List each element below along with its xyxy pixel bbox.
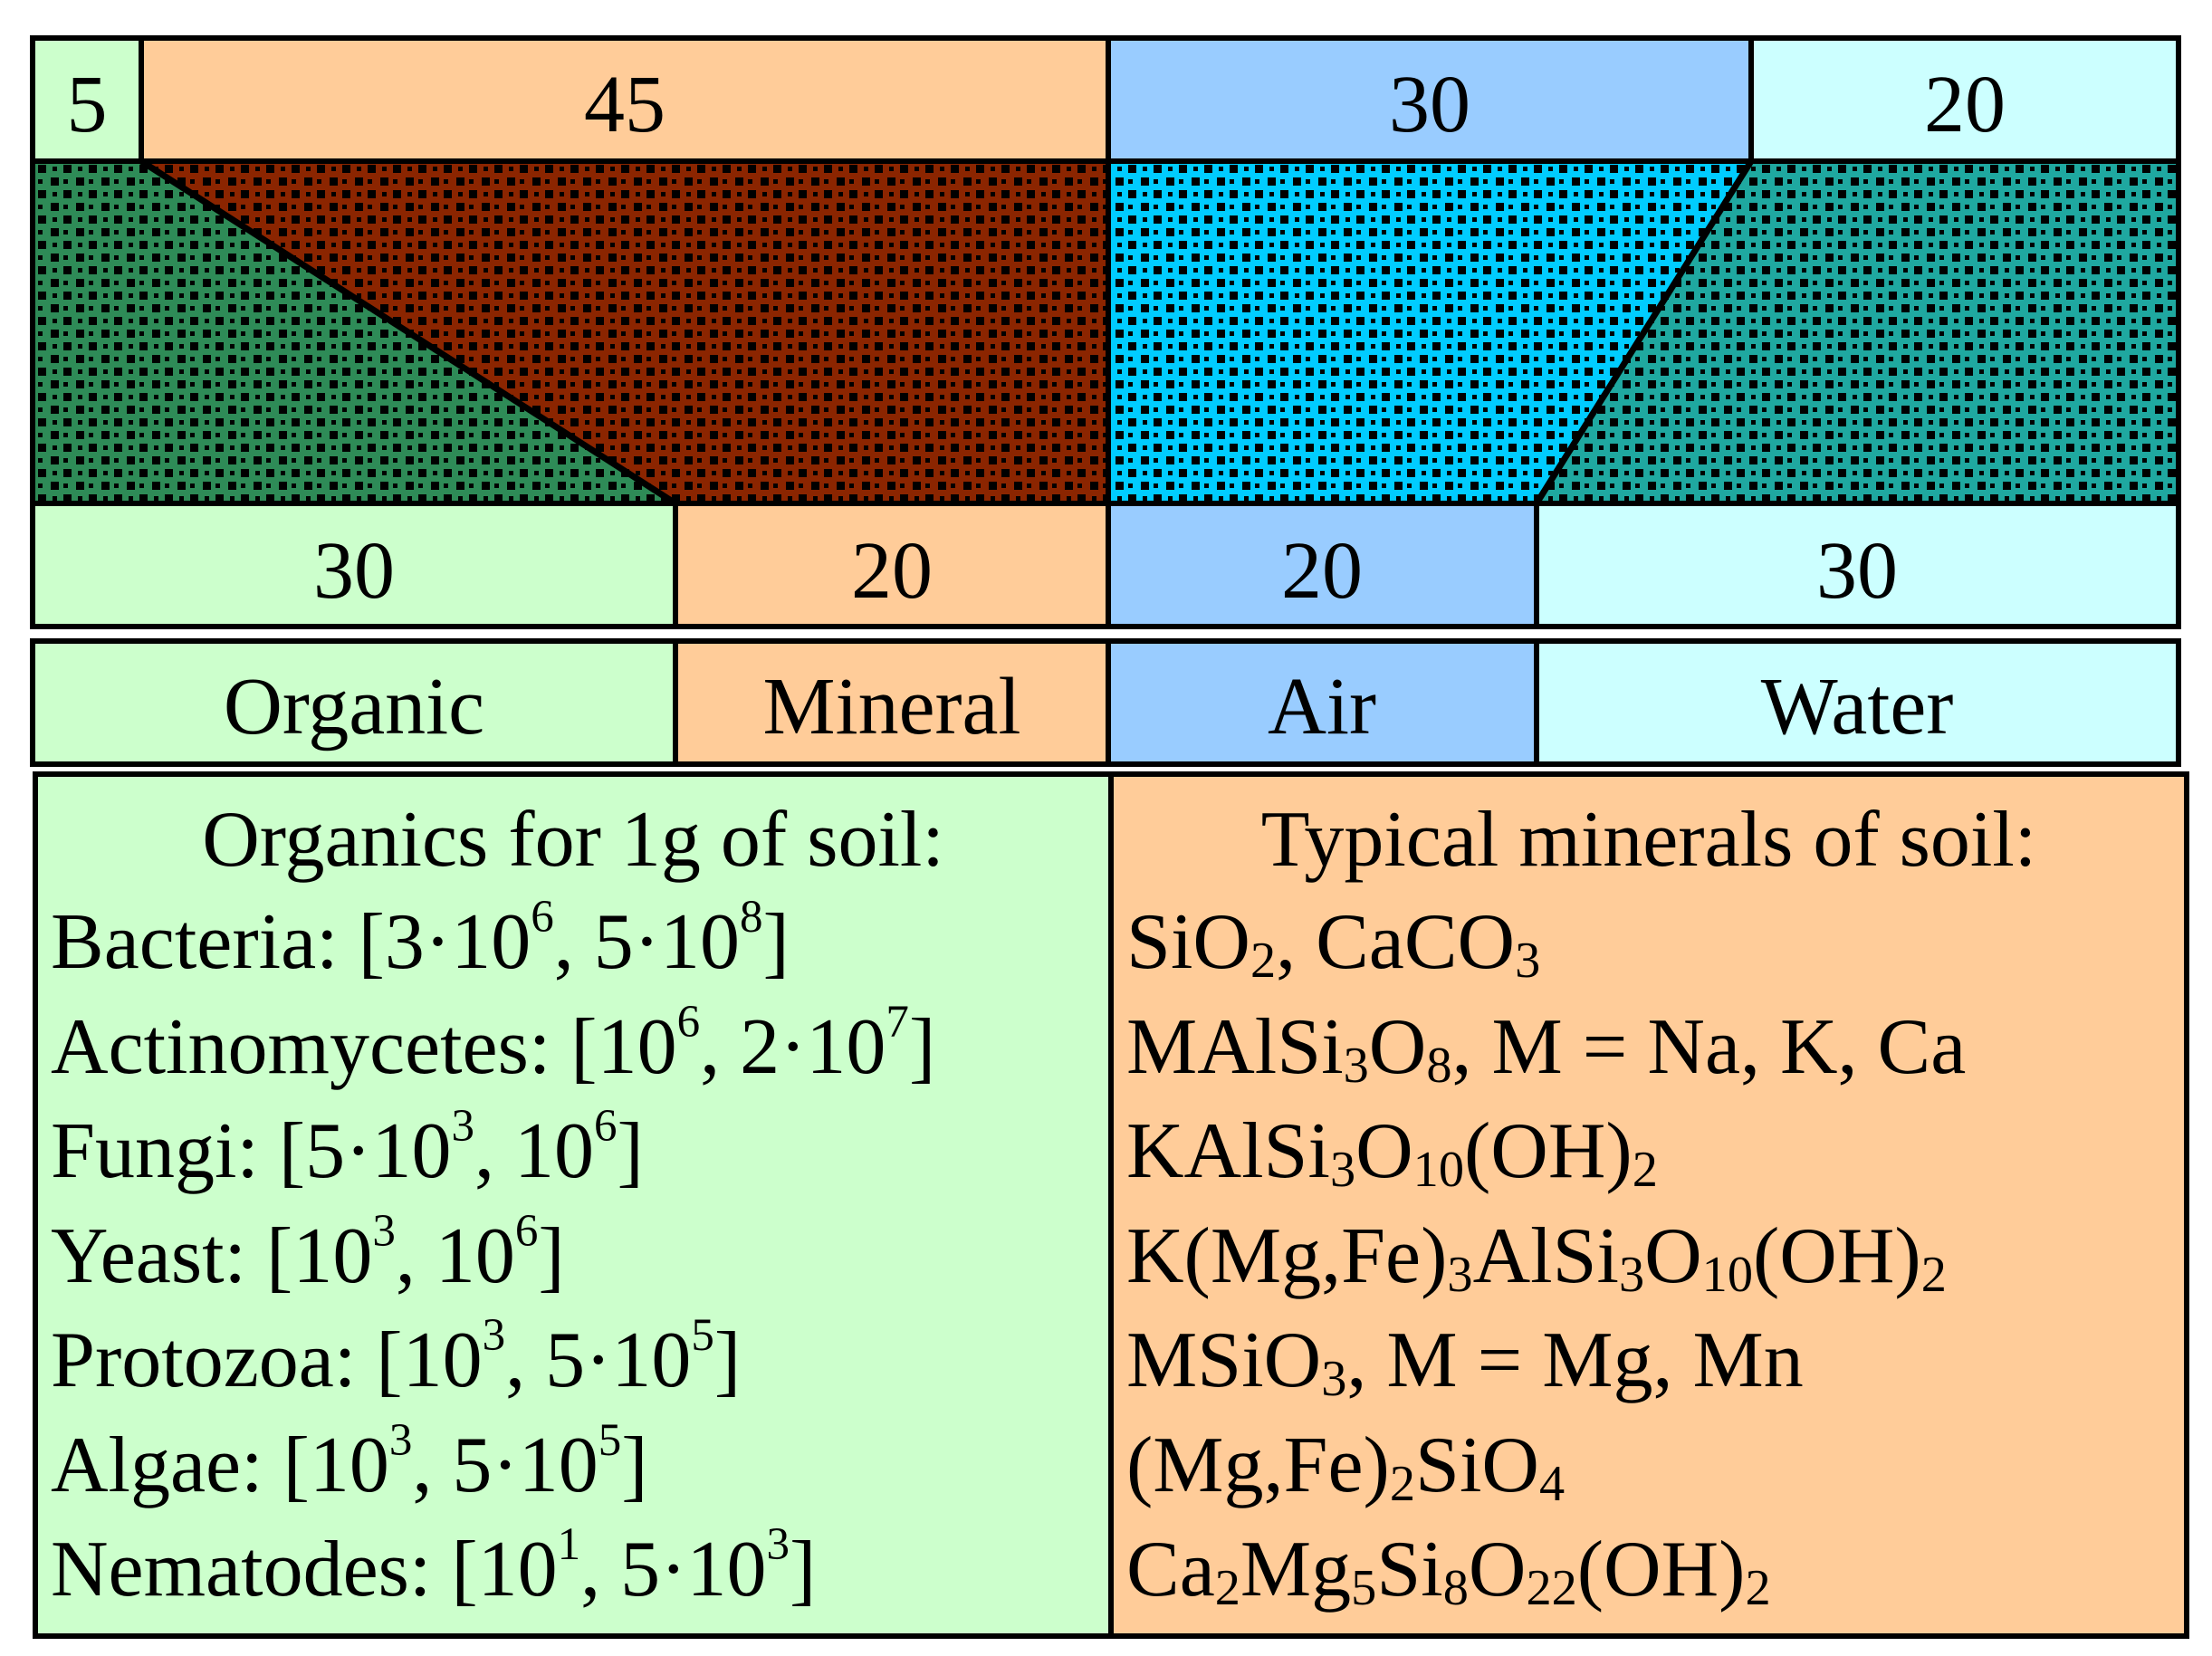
top-value-water: 20 [1924, 60, 2006, 149]
mineral-formula: MAlSi3O8, M = Na, K, Ca [1126, 1002, 1967, 1094]
mineral-formula: (Mg,Fe)2SiO4 [1126, 1421, 1566, 1512]
mineral-formula: SiO2, CaCO3 [1126, 898, 1541, 990]
mineral-formula: MSiO3, M = Mg, Mn [1126, 1316, 1804, 1408]
category-cell-air [1106, 638, 1539, 767]
bottom-cell-water [1534, 501, 2181, 629]
mineral-transition-area [141, 161, 1108, 503]
organism-row: Nematodes: [101, 5·103] [51, 1519, 817, 1613]
top-value-organic: 5 [67, 60, 108, 149]
organism-row: Fungi: [5·103, 106] [51, 1101, 644, 1195]
top-cell-mineral [139, 35, 1111, 164]
bottom-cell-air [1106, 501, 1539, 629]
minerals-panel: Typical minerals of soil: SiO2, CaCO3 MAl… [1108, 771, 2189, 1639]
bottom-value-organic: 30 [313, 526, 395, 616]
organism-row: Protozoa: [103, 5·105] [51, 1310, 742, 1404]
mineral-formula: K(Mg,Fe)3AlSi3O10(OH)2 [1126, 1211, 1947, 1303]
organism-row: Bacteria: [3·106, 5·108] [51, 892, 790, 986]
category-cell-organic [30, 638, 678, 767]
bottom-value-water: 30 [1816, 526, 1898, 616]
category-label-organic: Organic [224, 662, 484, 751]
organic-mineral-boundary [139, 158, 677, 506]
category-cell-mineral [673, 638, 1111, 767]
transition-band [30, 158, 2181, 506]
organics-title: Organics for 1g of soil: [202, 796, 944, 884]
air-water-boundary [1534, 159, 1754, 505]
organic-transition-area [33, 161, 675, 503]
water-transition-area [1537, 161, 2178, 503]
category-label-mineral: Mineral [763, 662, 1021, 751]
category-label-air: Air [1268, 662, 1376, 751]
bottom-value-air: 20 [1281, 526, 1363, 616]
category-cell-water [1534, 638, 2181, 767]
air-transition-area [1108, 161, 1751, 503]
category-label-water: Water [1761, 662, 1954, 751]
bottom-row: 30 20 20 30 [30, 501, 2181, 629]
organism-row: Algae: [103, 5·105] [51, 1414, 648, 1509]
category-row: Organic Mineral Air Water [30, 638, 2181, 767]
minerals-title: Typical minerals of soil: [1260, 796, 2037, 884]
mineral-formula: Ca2Mg5Si8O22(OH)2 [1126, 1526, 1771, 1617]
top-cell-water [1748, 35, 2181, 164]
top-value-air: 30 [1389, 60, 1470, 149]
organism-row: Yeast: [103, 106] [51, 1205, 565, 1300]
organism-row: Actinomycetes: [106, 2·107] [51, 996, 936, 1091]
organics-list: Bacteria: [3·106, 5·108] Actinomycetes: … [51, 890, 1103, 1622]
bottom-value-mineral: 20 [851, 526, 933, 616]
organics-panel: Organics for 1g of soil: Bacteria: [3·10… [33, 771, 1114, 1639]
minerals-list: SiO2, CaCO3 MAlSi3O8, M = Na, K, Ca KAlSi3… [1126, 890, 2178, 1622]
top-row: 5 45 30 20 [30, 35, 2181, 164]
bottom-cell-organic [30, 501, 678, 629]
top-value-mineral: 45 [584, 60, 666, 149]
mineral-formula: KAlSi3O10(OH)2 [1126, 1107, 1658, 1199]
